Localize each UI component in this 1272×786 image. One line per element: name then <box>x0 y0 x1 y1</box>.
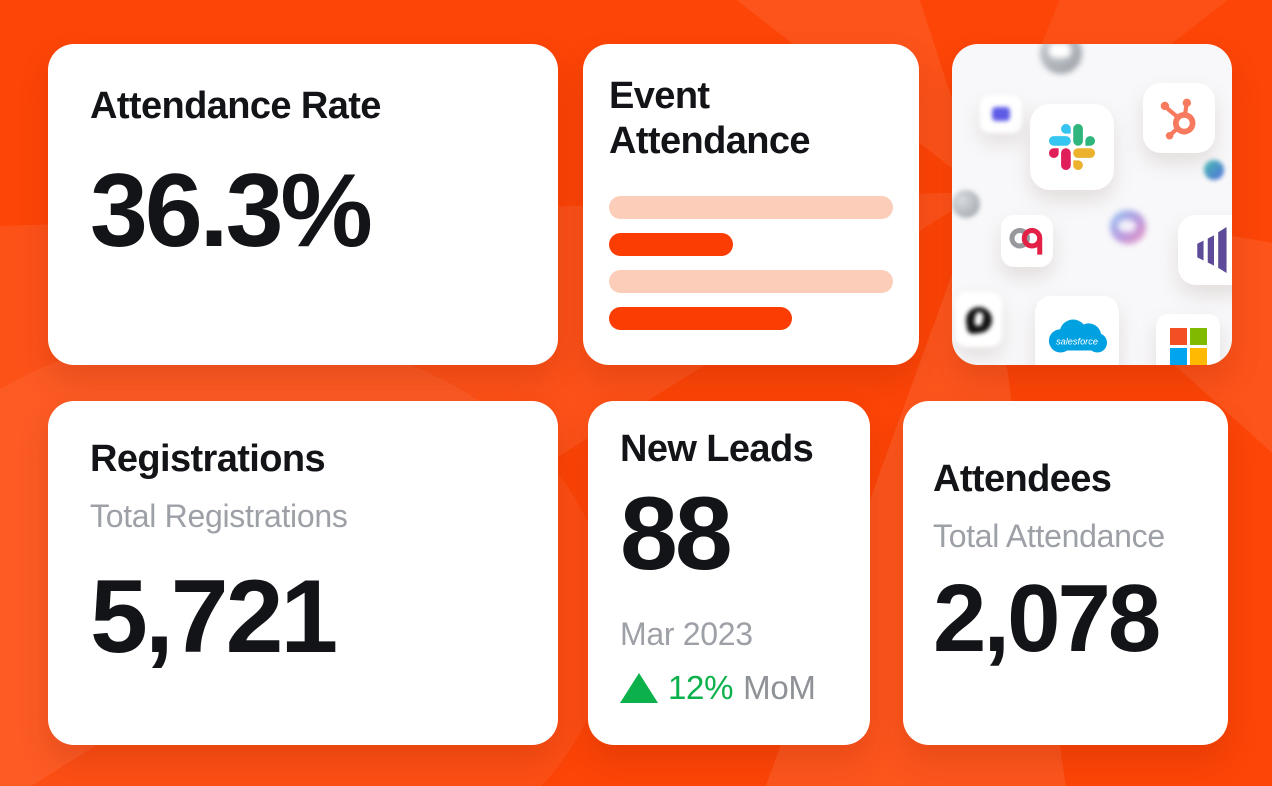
registrations-title: Registrations <box>90 438 326 480</box>
marketo-icon <box>1178 215 1232 285</box>
event-attendance-title: Event Attendance <box>609 75 811 162</box>
blue-square-app-icon <box>980 95 1022 133</box>
delta-label: MoM <box>743 668 816 706</box>
hubspot-icon <box>1143 83 1215 153</box>
attendance-rate-value: 36.3% <box>90 152 373 269</box>
trend-up-icon <box>620 672 658 703</box>
black-pin-app-icon <box>955 292 1002 347</box>
attendance-rate-title: Attendance Rate <box>90 85 381 127</box>
registrations-value: 5,721 <box>90 558 338 675</box>
attendance-bar <box>609 232 733 256</box>
attendees-title: Attendees <box>933 458 1112 500</box>
chat-bubble-icon <box>1040 44 1082 74</box>
attendees-subtitle: Total Attendance <box>933 517 1165 554</box>
registrations-card: Registrations Total Registrations 5,721 <box>48 401 558 745</box>
new-leads-card: New Leads 88 Mar 2023 12% MoM <box>588 401 870 745</box>
event-attendance-bars <box>609 195 893 330</box>
attendance-bar <box>609 195 893 219</box>
salesforce-icon: salesforce <box>1035 296 1119 365</box>
attendees-card: Attendees Total Attendance 2,078 <box>903 401 1228 745</box>
new-leads-title: New Leads <box>620 428 814 470</box>
registrations-subtitle: Total Registrations <box>90 497 348 534</box>
new-leads-delta: 12% MoM <box>620 669 838 707</box>
slack-icon <box>1030 104 1114 190</box>
new-leads-period: Mar 2023 <box>620 615 753 652</box>
integrations-card: salesforce <box>952 44 1232 365</box>
teal-dot-app-icon <box>1204 160 1224 180</box>
attendance-rate-card: Attendance Rate 36.3% <box>48 44 558 365</box>
delta-value: 12% <box>668 668 734 706</box>
attendees-value: 2,078 <box>933 564 1161 672</box>
interlocked-rings-icon <box>1001 215 1053 267</box>
microsoft-icon <box>1156 314 1220 365</box>
new-leads-value: 88 <box>620 475 733 592</box>
gradient-chat-app-icon <box>1110 210 1146 244</box>
attendance-bar <box>609 306 793 330</box>
salesforce-label: salesforce <box>1056 337 1098 347</box>
gray-circle-app-icon <box>952 190 980 218</box>
event-attendance-card: Event Attendance <box>583 44 919 365</box>
attendance-bar <box>609 269 893 293</box>
